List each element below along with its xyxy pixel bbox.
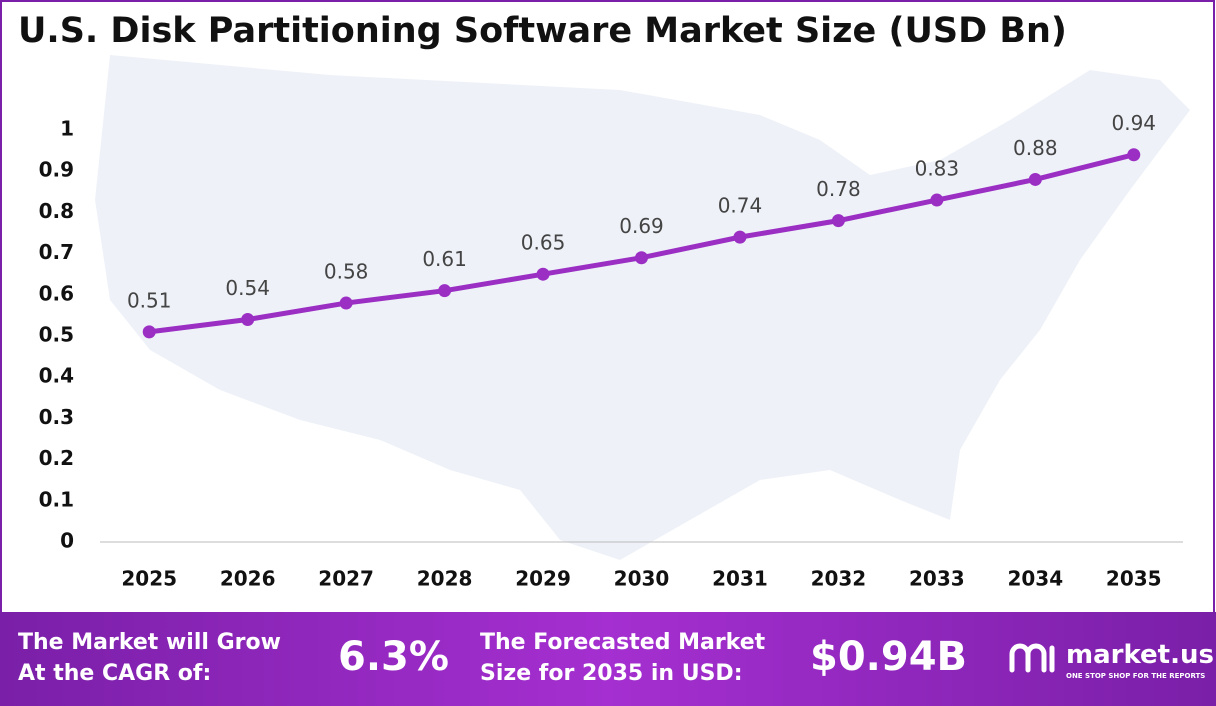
x-tick-label: 2026 (220, 567, 276, 591)
y-tick-label: 0.2 (39, 446, 74, 470)
point (536, 267, 550, 281)
x-tick-label: 2032 (811, 567, 867, 591)
x-tick-label: 2030 (614, 567, 670, 591)
point (930, 193, 944, 207)
x-tick-label: 2025 (121, 567, 177, 591)
point (831, 214, 845, 228)
y-tick-label: 0.6 (39, 281, 74, 305)
tagline: ONE STOP SHOP FOR THE REPORTS (1066, 672, 1206, 680)
cagr-value: 6.3% (338, 634, 449, 680)
y-tick-label: 0.4 (39, 364, 74, 388)
y-tick-label: 0.9 (39, 158, 74, 182)
frame (0, 0, 1215, 612)
forecast-text-line: Size for 2035 in USD: (480, 661, 743, 686)
forecast-value: $0.94B (810, 634, 968, 680)
data-label: 0.54 (225, 276, 270, 300)
point (635, 251, 648, 265)
forecast-text: The Forecasted Market Size for 2035 in US… (480, 627, 765, 689)
cagr-text-line: At the CAGR of: (18, 661, 212, 686)
point (733, 230, 747, 244)
brand-logo (1009, 643, 1055, 673)
data-label: 0.94 (1112, 111, 1157, 135)
data-label: 0.88 (1013, 136, 1058, 160)
chart: U.S. Disk Partitioning Software Market S… (0, 0, 1215, 612)
data-label: 0.83 (915, 157, 960, 181)
cagr-text-line: The Market will Grow (18, 630, 281, 655)
y-tick-label: 0.1 (39, 487, 74, 511)
data-label: 0.69 (619, 214, 664, 238)
x-tick-label: 2028 (417, 567, 473, 591)
point (142, 325, 156, 339)
data-label: 0.65 (521, 231, 566, 255)
data-label: 0.58 (324, 260, 369, 284)
x-tick-label: 2029 (515, 567, 571, 591)
footer: The Market will Grow At the CAGR of: 6.3%… (0, 612, 1216, 706)
y-tick-label: 0.7 (39, 240, 74, 264)
map-background (95, 55, 1190, 560)
point (1028, 172, 1042, 186)
brand: market.us (1066, 640, 1214, 670)
cagr-text: The Market will Grow At the CAGR of: (18, 627, 281, 689)
y-tick-label: 0.8 (39, 199, 74, 223)
y-tick-label: 0.3 (39, 405, 74, 429)
point (438, 284, 452, 298)
x-tick-label: 2033 (909, 567, 965, 591)
y-tick-label: 0 (60, 529, 74, 553)
x-tick-label: 2034 (1007, 567, 1063, 591)
forecast-text-line: The Forecasted Market (480, 630, 766, 655)
point (1127, 148, 1141, 162)
y-tick-label: 0.5 (39, 323, 74, 347)
data-label: 0.51 (127, 288, 172, 312)
data-label: 0.61 (422, 247, 467, 271)
chart-title: U.S. Disk Partitioning Software Market S… (18, 11, 1067, 51)
x-tick-label: 2027 (318, 567, 374, 591)
point (339, 296, 353, 310)
data-label: 0.74 (718, 194, 763, 218)
data-label: 0.78 (816, 177, 861, 201)
x-tick-label: 2035 (1106, 567, 1162, 591)
y-tick-label: 1 (60, 117, 74, 141)
x-tick-label: 2031 (712, 567, 768, 591)
point (241, 313, 255, 327)
